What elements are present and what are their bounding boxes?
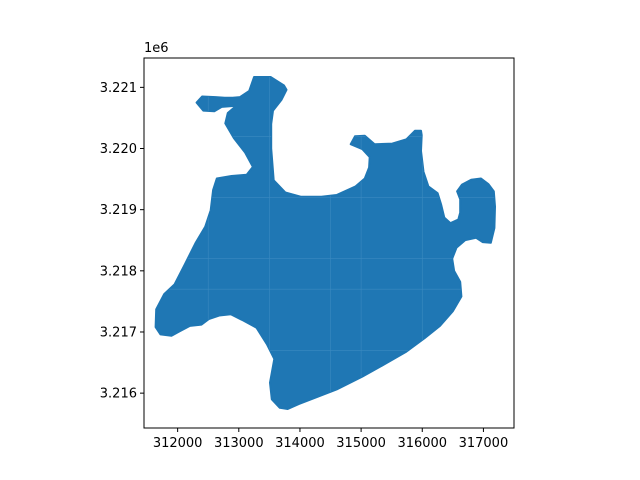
x-axis: 312000 313000 314000 315000 316000 317000 xyxy=(153,428,508,451)
map-region xyxy=(154,76,496,410)
y-tick-label: 3.220 xyxy=(100,142,137,157)
y-tick-label: 3.218 xyxy=(100,264,137,279)
y-tick-label: 3.219 xyxy=(100,203,137,218)
x-tick-label: 315000 xyxy=(336,436,386,451)
x-tick-label: 316000 xyxy=(397,436,447,451)
y-tick-label: 3.217 xyxy=(100,325,137,340)
y-offset-label: 1e6 xyxy=(144,41,169,56)
y-axis: 3.216 3.217 3.218 3.219 3.220 3.221 xyxy=(100,81,144,402)
x-tick-label: 313000 xyxy=(214,436,264,451)
axes-frame xyxy=(143,57,515,429)
x-tick-label: 314000 xyxy=(275,436,325,451)
x-tick-label: 312000 xyxy=(153,436,203,451)
y-tick-label: 3.216 xyxy=(100,387,137,402)
x-tick-label: 317000 xyxy=(459,436,509,451)
y-tick-label: 3.221 xyxy=(100,81,137,96)
